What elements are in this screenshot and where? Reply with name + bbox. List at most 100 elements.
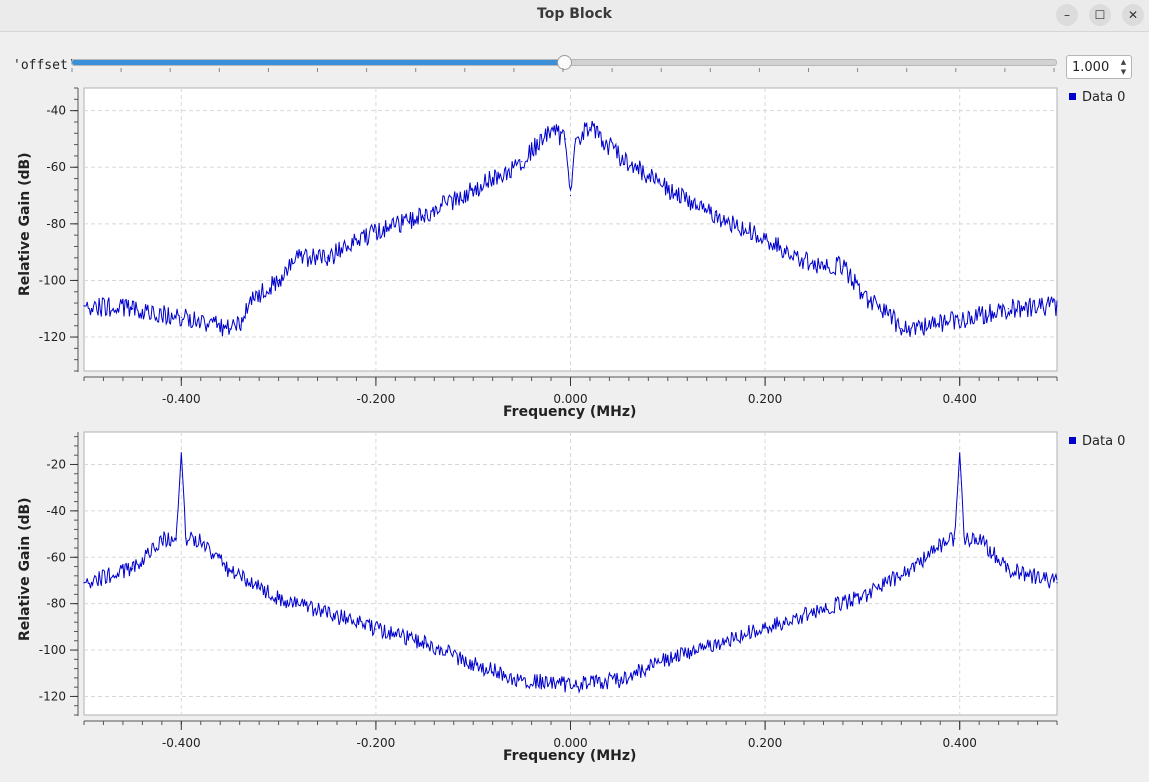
trace-point — [239, 325, 241, 327]
trace-point — [326, 612, 328, 614]
x-tick-label: -0.200 — [357, 736, 396, 750]
close-button[interactable]: ✕ — [1122, 4, 1144, 26]
trace-point — [813, 265, 815, 267]
trace-point — [278, 279, 280, 282]
trace-point — [472, 663, 474, 665]
legend-item-data-0[interactable]: Data 0 — [1069, 90, 1125, 105]
x-tick-label: -0.400 — [162, 392, 201, 406]
trace-point — [161, 538, 163, 540]
trace-point — [423, 642, 426, 644]
x-tick-label: -0.200 — [357, 392, 396, 406]
frequency-plot-top[interactable]: -0.400 -0.200 0.000 0.200 0.400 -40 -60 -80 -100… — [0, 84, 1149, 422]
x-axis-label: Frequency (MHz) — [503, 748, 637, 764]
y-tick-label: -120 — [39, 330, 66, 344]
offset-slider[interactable] — [71, 55, 1057, 70]
maximize-button[interactable]: ☐ — [1089, 4, 1111, 26]
legend-item-data-0[interactable]: Data 0 — [1069, 434, 1125, 449]
x-tick-label: 0.000 — [553, 392, 587, 406]
trace-point — [550, 129, 552, 132]
trace-point — [842, 265, 844, 267]
trace-point — [565, 138, 567, 140]
x-tick-label: -0.400 — [162, 736, 201, 750]
spin-up-arrow-icon[interactable]: ▲ — [1120, 58, 1127, 66]
trace-point — [667, 658, 669, 660]
trace-point — [83, 582, 85, 584]
y-tick-label: -60 — [46, 550, 66, 564]
trace-point — [861, 293, 864, 296]
trace-point — [200, 540, 202, 542]
trace-point — [618, 679, 620, 681]
frequency-plot-top-canvas[interactable]: -0.400 -0.200 0.000 0.200 0.400 -40 -60 -80 -100… — [0, 84, 1149, 422]
trace-point — [939, 545, 941, 547]
trace-point — [375, 231, 377, 233]
trace-point — [910, 327, 912, 330]
frequency-plot-bottom-canvas[interactable]: -0.400 -0.200 0.000 0.200 0.400 -20 -40 -60 -80 -… — [0, 428, 1149, 768]
trace-point — [910, 568, 912, 570]
x-tick-label: 0.400 — [943, 392, 977, 406]
y-tick-label: -120 — [39, 689, 66, 703]
trace-point — [813, 612, 815, 614]
trace-point — [978, 538, 980, 540]
offset-slider-label: 'offset' — [13, 58, 76, 73]
trace-point — [715, 214, 718, 216]
y-tick-label: -40 — [46, 104, 66, 118]
minimize-button[interactable]: – — [1056, 4, 1078, 26]
y-tick-label: -80 — [46, 217, 66, 231]
offset-spinbox[interactable]: ▲ ▼ — [1066, 55, 1132, 79]
x-tick-label: 0.000 — [553, 736, 587, 750]
y-tick-label: -80 — [46, 597, 66, 611]
y-axis-label: Relative Gain (dB) — [17, 497, 33, 641]
trace-point — [764, 237, 766, 239]
trace-point — [569, 684, 572, 686]
legend-swatch-icon — [1069, 93, 1076, 100]
trace-point — [278, 598, 280, 600]
trace-point — [589, 127, 591, 129]
x-tick-label: 0.400 — [943, 736, 977, 750]
trace-data-0 — [83, 120, 1058, 337]
trace-point — [1056, 582, 1058, 584]
trace-point — [963, 538, 966, 540]
trace-point — [248, 302, 251, 304]
offset-slider-fill — [72, 60, 564, 65]
x-tick-label: 0.200 — [748, 392, 782, 406]
offset-value-input[interactable] — [1070, 58, 1118, 76]
trace-point — [83, 305, 85, 307]
trace-point — [890, 316, 893, 318]
spin-down-arrow-icon[interactable]: ▼ — [1120, 68, 1127, 76]
trace-point — [764, 626, 766, 628]
y-tick-label: -100 — [39, 273, 66, 287]
legend-label: Data 0 — [1082, 434, 1126, 449]
trace-point — [423, 214, 426, 216]
trace-point — [180, 452, 182, 454]
trace-point — [954, 538, 956, 540]
trace-point — [569, 194, 572, 197]
frequency-plot-bottom[interactable]: -0.400 -0.200 0.000 0.200 0.400 -20 -40 -60 -80 -… — [0, 428, 1149, 768]
y-tick-label: -60 — [46, 160, 66, 174]
trace-point — [959, 319, 961, 321]
trace-point — [132, 308, 134, 310]
trace-point — [229, 570, 231, 572]
window-titlebar[interactable]: Top Block – ☐ ✕ — [0, 0, 1149, 32]
x-tick-label: 0.200 — [748, 736, 782, 750]
y-axis-label: Relative Gain (dB) — [17, 152, 33, 296]
trace-point — [132, 568, 134, 570]
trace-point — [861, 596, 864, 598]
offset-slider-handle[interactable] — [557, 55, 572, 70]
y-tick-label: -100 — [39, 643, 66, 657]
trace-point — [229, 327, 231, 330]
trace-point — [1007, 568, 1009, 570]
trace-point — [715, 642, 718, 644]
trace-point — [175, 538, 178, 540]
trace-point — [667, 189, 669, 191]
x-axis-label: Frequency (MHz) — [503, 404, 637, 420]
legend-swatch-icon — [1069, 437, 1076, 444]
trace-point — [185, 538, 187, 540]
trace-point — [900, 327, 902, 330]
trace-point — [1056, 305, 1058, 307]
y-tick-label: -20 — [46, 457, 66, 471]
trace-point — [959, 452, 961, 454]
trace-point — [1007, 308, 1009, 310]
trace-point — [297, 257, 299, 259]
window-title: Top Block — [537, 6, 612, 22]
y-tick-label: -40 — [46, 504, 66, 518]
